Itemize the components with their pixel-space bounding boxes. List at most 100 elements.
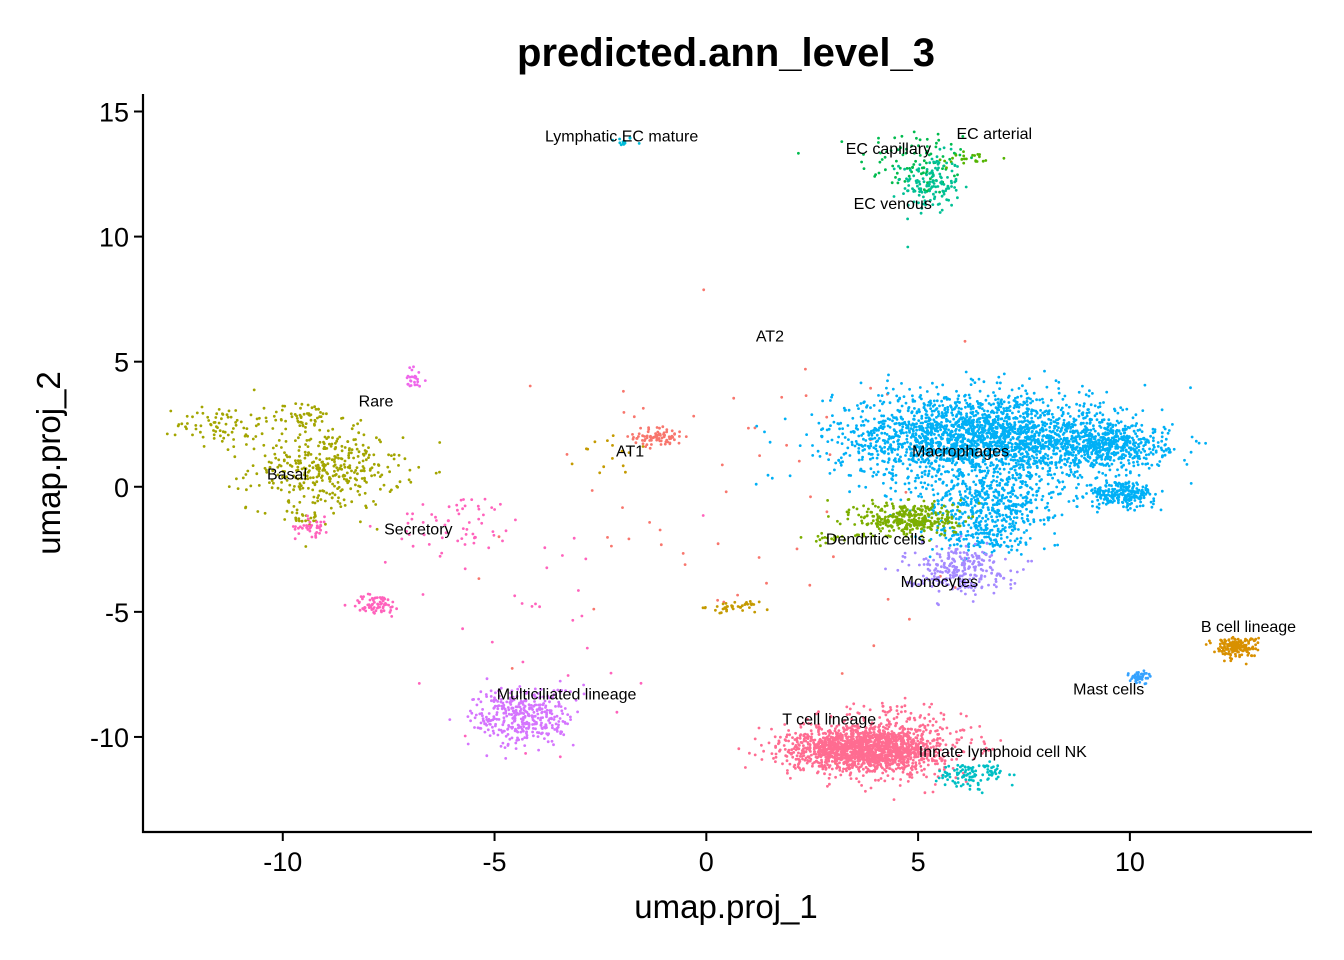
data-point bbox=[1124, 499, 1128, 503]
data-point bbox=[286, 455, 289, 459]
data-point bbox=[1047, 508, 1051, 512]
data-point bbox=[322, 489, 326, 493]
data-point bbox=[972, 406, 975, 410]
data-point bbox=[1141, 409, 1145, 412]
data-point bbox=[1059, 492, 1062, 496]
data-point bbox=[1009, 500, 1013, 503]
data-point bbox=[909, 447, 912, 451]
data-point bbox=[343, 446, 347, 449]
data-point bbox=[929, 177, 932, 181]
data-point bbox=[406, 382, 410, 386]
data-point bbox=[973, 468, 977, 472]
data-point bbox=[872, 404, 876, 407]
data-point bbox=[1021, 384, 1024, 388]
data-point bbox=[1140, 430, 1144, 433]
data-point bbox=[322, 440, 325, 444]
data-point bbox=[1006, 480, 1010, 484]
data-point bbox=[1081, 495, 1084, 498]
data-point bbox=[1047, 518, 1050, 522]
data-point bbox=[931, 203, 935, 207]
data-point bbox=[1017, 460, 1021, 463]
data-point bbox=[900, 443, 904, 447]
data-point bbox=[971, 404, 975, 408]
data-point bbox=[1077, 390, 1081, 394]
data-point bbox=[989, 461, 993, 465]
data-point bbox=[900, 445, 904, 449]
data-point bbox=[920, 449, 924, 453]
data-point bbox=[1056, 441, 1059, 445]
data-point bbox=[300, 402, 304, 406]
data-point bbox=[412, 365, 415, 369]
data-point bbox=[303, 456, 307, 460]
data-point bbox=[935, 141, 938, 145]
data-point bbox=[862, 153, 865, 156]
data-point bbox=[1189, 386, 1192, 390]
data-point bbox=[1161, 454, 1164, 458]
data-point bbox=[359, 595, 363, 598]
data-point bbox=[1085, 458, 1088, 462]
data-point bbox=[1160, 439, 1164, 443]
data-point bbox=[896, 453, 899, 456]
data-point bbox=[935, 416, 938, 419]
data-point bbox=[892, 428, 896, 431]
data-point bbox=[1020, 512, 1024, 516]
data-point bbox=[1057, 387, 1061, 390]
data-point bbox=[1074, 418, 1078, 422]
data-point bbox=[357, 431, 361, 435]
data-point bbox=[328, 492, 332, 496]
data-point bbox=[995, 411, 999, 414]
data-point bbox=[883, 419, 887, 423]
data-point bbox=[280, 408, 284, 412]
data-point bbox=[1019, 457, 1022, 460]
data-point bbox=[980, 531, 984, 535]
data-point bbox=[991, 474, 995, 478]
data-point bbox=[1016, 442, 1019, 446]
data-point bbox=[886, 461, 890, 464]
data-point bbox=[260, 432, 264, 436]
data-point bbox=[1122, 456, 1126, 460]
data-point bbox=[405, 376, 409, 380]
data-point bbox=[356, 599, 359, 602]
data-point bbox=[1108, 500, 1112, 504]
data-point bbox=[1043, 456, 1047, 460]
data-point bbox=[199, 424, 203, 428]
data-point bbox=[296, 459, 300, 463]
data-point bbox=[274, 456, 278, 460]
data-point bbox=[981, 476, 985, 480]
data-point bbox=[715, 605, 719, 608]
data-point bbox=[949, 497, 953, 500]
data-point bbox=[356, 489, 360, 493]
data-point bbox=[347, 451, 351, 455]
data-point bbox=[1030, 439, 1034, 442]
data-point bbox=[342, 463, 346, 466]
data-point bbox=[893, 136, 897, 140]
data-point bbox=[317, 470, 321, 473]
data-point bbox=[1070, 434, 1074, 438]
data-point bbox=[1024, 499, 1028, 503]
data-point bbox=[935, 456, 939, 460]
data-point bbox=[901, 153, 905, 157]
data-point bbox=[305, 526, 308, 529]
data-point bbox=[917, 476, 920, 480]
data-point bbox=[1144, 440, 1148, 444]
data-point bbox=[1007, 462, 1011, 466]
data-point bbox=[829, 399, 832, 402]
data-point bbox=[1112, 436, 1115, 440]
data-point bbox=[233, 455, 237, 459]
data-point bbox=[857, 407, 860, 410]
data-point bbox=[315, 531, 319, 534]
data-point bbox=[1104, 473, 1108, 477]
data-point bbox=[861, 432, 865, 435]
data-point bbox=[1048, 409, 1051, 413]
data-point bbox=[930, 431, 934, 434]
data-point bbox=[919, 481, 923, 484]
data-point bbox=[1073, 475, 1077, 478]
data-point bbox=[870, 498, 874, 502]
data-point bbox=[1117, 457, 1121, 461]
data-point bbox=[1007, 401, 1011, 404]
data-point bbox=[1102, 418, 1106, 422]
data-point bbox=[870, 429, 873, 433]
data-point bbox=[1013, 421, 1017, 424]
data-point bbox=[1120, 465, 1124, 469]
data-point bbox=[1025, 445, 1028, 448]
